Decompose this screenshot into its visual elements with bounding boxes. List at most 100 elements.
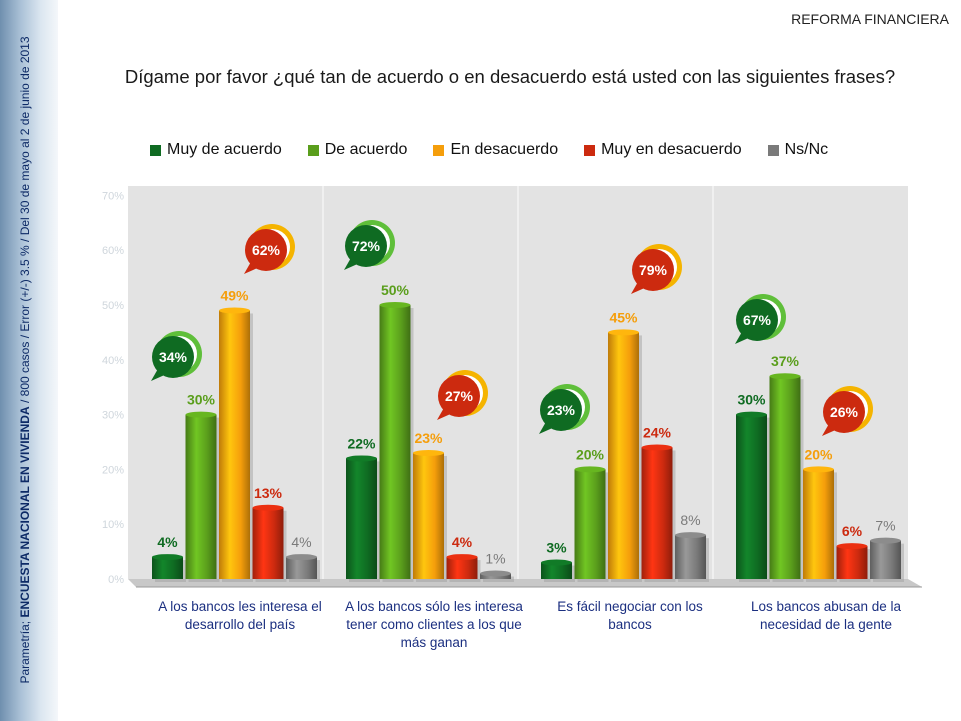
disagree-total-bubble: 27% xyxy=(437,370,488,420)
bar-shadow xyxy=(483,576,514,582)
disagree-total-bubble-label: 79% xyxy=(639,262,668,278)
bar-cap xyxy=(252,504,284,511)
bar-value-label: 7% xyxy=(875,518,895,534)
bar-cap xyxy=(480,570,511,577)
legend-label: Muy de acuerdo xyxy=(167,141,282,158)
agree-total-bubble-label: 67% xyxy=(743,312,772,328)
chart-title: Dígame por favor ¿qué tan de acuerdo o e… xyxy=(124,66,896,87)
sidebar-band: Parametría; ENCUESTA NACIONAL EN VIVIEND… xyxy=(0,0,58,721)
bar-value-label: 45% xyxy=(609,309,638,325)
bar-cap xyxy=(870,537,901,544)
category-label: Es fácil negociar con los bancos xyxy=(557,599,703,632)
bar-value-label: 30% xyxy=(187,392,216,408)
bar xyxy=(286,557,317,579)
agree-total-bubble-label: 34% xyxy=(159,349,188,365)
bar-cap xyxy=(574,466,606,473)
y-tick-label: 60% xyxy=(102,245,124,257)
disagree-total-bubble: 79% xyxy=(631,244,682,294)
bar xyxy=(252,507,284,579)
disagree-total-bubble: 26% xyxy=(822,386,873,436)
bar xyxy=(185,414,217,579)
bar xyxy=(541,562,572,579)
agree-total-bubble: 67% xyxy=(735,294,786,344)
bar xyxy=(803,469,834,579)
bar xyxy=(641,447,673,579)
bar-value-label: 22% xyxy=(347,435,376,451)
disagree-total-bubble-label: 27% xyxy=(445,388,474,404)
bar-cap xyxy=(152,554,183,561)
bar-cap xyxy=(185,411,217,418)
bar xyxy=(736,414,767,579)
section-header: REFORMA FINANCIERA xyxy=(791,11,949,27)
bar-value-label: 3% xyxy=(546,540,567,556)
bar xyxy=(769,376,801,579)
bar-value-label: 24% xyxy=(643,424,672,440)
bar xyxy=(574,469,606,579)
agree-total-bubble-label: 23% xyxy=(547,402,576,418)
bar xyxy=(836,546,868,579)
bar xyxy=(346,458,377,579)
bar-value-label: 1% xyxy=(485,551,505,567)
bar-value-label: 4% xyxy=(291,534,311,550)
bar xyxy=(870,540,901,579)
y-tick-label: 40% xyxy=(102,355,124,367)
disagree-total-bubble: 62% xyxy=(244,224,295,274)
legend-swatch xyxy=(150,144,161,156)
bar-cap xyxy=(541,559,572,566)
y-tick-label: 10% xyxy=(102,519,124,531)
category-label: A los bancos sólo les interesa tener com… xyxy=(345,599,523,650)
legend-item: Muy de acuerdo xyxy=(150,141,282,159)
bar-value-label: 8% xyxy=(680,512,700,528)
agree-total-bubble: 72% xyxy=(344,220,395,270)
bar-cap xyxy=(641,444,673,451)
bar-value-label: 20% xyxy=(804,446,833,462)
bar-cap xyxy=(446,554,478,561)
agree-total-bubble: 34% xyxy=(151,331,202,381)
legend-label: Muy en desacuerdo xyxy=(601,141,742,158)
disagree-total-bubble-label: 62% xyxy=(252,242,281,258)
bar xyxy=(219,310,250,579)
category-label: Los bancos abusan de la necesidad de la … xyxy=(750,599,902,632)
legend-swatch xyxy=(433,144,445,156)
bar-value-label: 37% xyxy=(771,353,800,369)
bar-cap xyxy=(608,329,639,336)
bar xyxy=(413,452,444,579)
bar-value-label: 13% xyxy=(254,485,283,501)
bar xyxy=(379,305,411,579)
bar-cap xyxy=(675,532,706,539)
bar-cap xyxy=(769,373,801,380)
plot-floor xyxy=(128,579,922,587)
bar-cap xyxy=(346,455,377,462)
legend-item: Ns/Nc xyxy=(767,141,829,159)
bar-value-label: 20% xyxy=(576,446,605,462)
bar-value-label: 30% xyxy=(737,392,766,408)
bar-cap xyxy=(413,449,444,456)
bar xyxy=(446,557,478,579)
legend: Muy de acuerdo De acuerdo En desacuerdo Muy… xyxy=(150,140,854,160)
bar-value-label: 23% xyxy=(414,430,443,446)
bar-value-label: 4% xyxy=(157,534,178,550)
bar-cap xyxy=(219,307,250,314)
bar-cap xyxy=(836,543,868,550)
disagree-total-bubble-label: 26% xyxy=(830,404,859,420)
bar-value-label: 49% xyxy=(220,287,249,303)
bar-cap xyxy=(286,554,317,561)
legend-swatch xyxy=(584,144,596,156)
bar xyxy=(608,332,639,579)
y-tick-label: 0% xyxy=(108,574,124,586)
bar xyxy=(152,557,183,579)
bar-value-label: 6% xyxy=(842,523,863,539)
y-tick-label: 70% xyxy=(102,190,124,202)
bar-cap xyxy=(379,302,411,308)
y-tick-label: 50% xyxy=(102,300,124,312)
legend-label: Ns/Nc xyxy=(784,141,829,158)
legend-item: Muy en desacuerdo xyxy=(584,141,742,159)
bar-cap xyxy=(736,411,767,418)
bar-value-label: 50% xyxy=(381,282,410,298)
y-tick-label: 30% xyxy=(102,410,124,422)
bar xyxy=(675,535,706,579)
legend-label: En desacuerdo xyxy=(450,141,559,158)
bar-value-label: 4% xyxy=(452,534,473,550)
legend-label: De acuerdo xyxy=(324,141,408,158)
